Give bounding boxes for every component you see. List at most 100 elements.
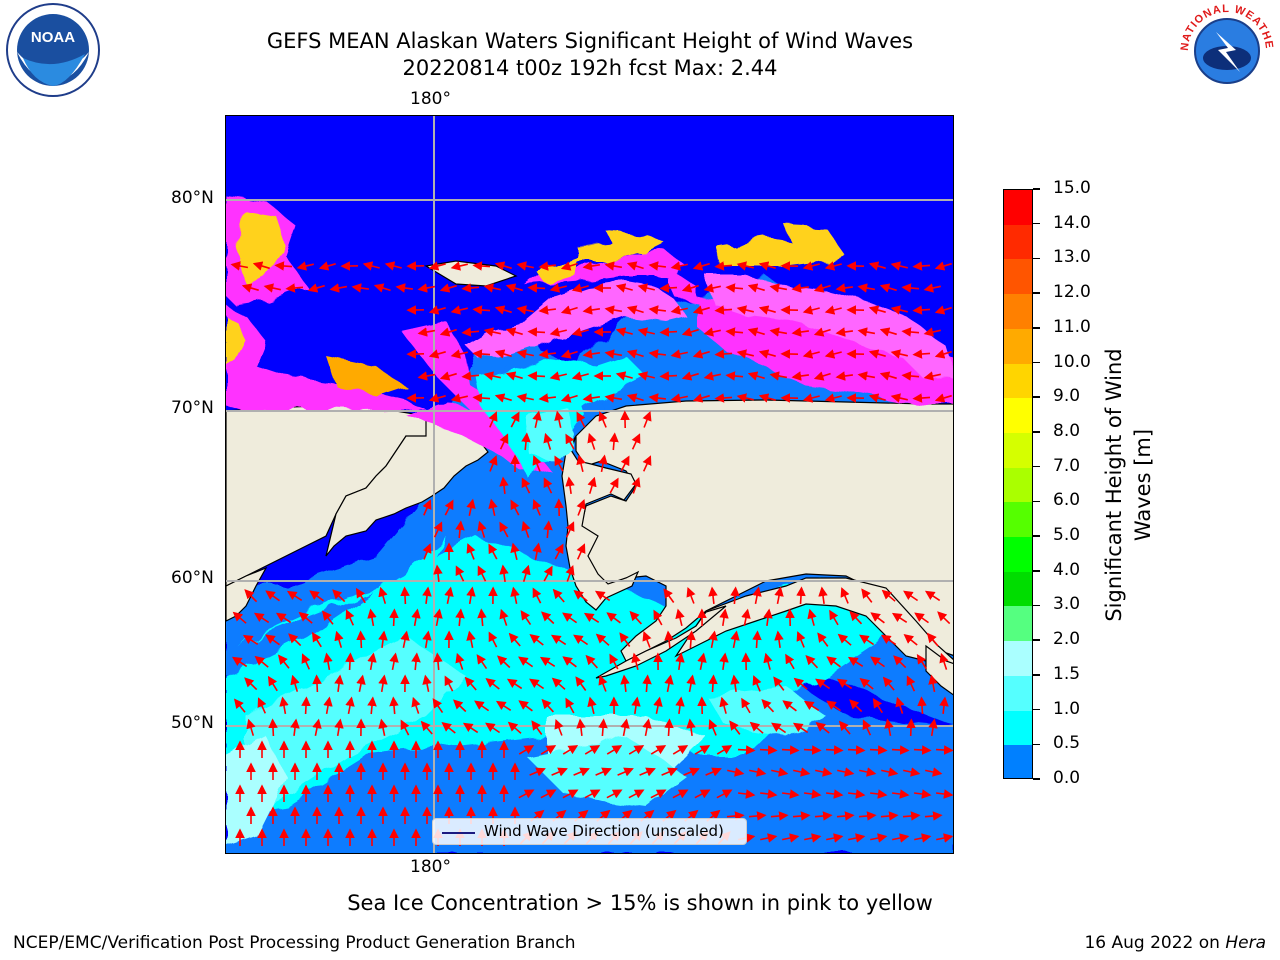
wind-wave-arrow [609,432,619,451]
wind-wave-arrow [642,631,652,648]
colorbar-tick-mark [1033,535,1040,537]
colorbar-tick-label: 1.5 [1053,663,1081,684]
wind-wave-arrow [345,696,355,715]
wind-wave-arrow [935,789,953,799]
wind-wave-arrow [763,652,773,670]
wind-wave-arrow [565,697,575,714]
wind-wave-arrow [450,261,468,271]
wind-wave-arrow [472,349,491,359]
legend-line-sample [442,832,475,834]
wind-wave-arrow [670,261,688,271]
wind-wave-arrow [576,718,586,736]
colorbar-tick-label: 15.0 [1053,178,1091,198]
wind-wave-arrow [609,477,619,494]
colorbar-segment [1004,294,1032,330]
wind-wave-arrow [891,612,908,623]
wind-wave-arrow [769,327,788,337]
wind-wave-arrow [926,632,939,647]
chart-title-line2: 20220814 t00z 192h fcst Max: 2.44 [402,56,778,80]
wind-wave-arrow [538,305,556,315]
colorbar-tick-mark [1033,188,1040,190]
lat-label-80: 80°N [171,188,214,208]
colorbar-tick-label: 13.0 [1053,247,1091,268]
wind-wave-arrow [881,767,899,777]
wind-wave-arrow [441,722,456,734]
colorbar-tick-mark [1033,674,1040,676]
wind-wave-arrow [362,261,380,271]
wind-wave-arrow [422,630,432,649]
wind-wave-arrow [312,718,322,736]
wind-wave-arrow [323,696,333,715]
wind-wave-arrow [758,305,776,315]
wind-wave-arrow [770,811,789,821]
wind-wave-arrow [499,521,509,538]
wind-wave-arrow [773,676,785,691]
wind-wave-arrow [508,632,521,647]
colorbar-label-line1: Significant Height of Wind [1102,348,1126,622]
wind-wave-arrow [642,411,652,428]
wind-wave-arrow [824,305,842,315]
wind-wave-arrow [708,674,718,693]
wind-wave-arrow [857,283,876,293]
wind-wave-arrow [727,767,745,777]
wind-wave-arrow [760,833,778,843]
map-svg [226,116,953,853]
wind-wave-arrow [824,349,842,359]
wind-wave-arrow [729,720,741,735]
wind-wave-arrow [518,745,535,755]
wind-wave-arrow [782,700,797,712]
wind-wave-arrow [576,411,586,428]
wind-wave-arrow [716,789,733,799]
wind-wave-arrow [554,543,564,560]
wind-wave-arrow [582,261,601,271]
colorbar-tick-mark [1033,292,1040,294]
wind-wave-arrow [575,676,587,691]
wind-wave-arrow [279,696,289,715]
wind-wave-arrow [450,393,468,403]
wind-wave-arrow [631,696,641,715]
wind-wave-arrow [726,811,745,821]
wind-wave-arrow [681,327,699,337]
wind-wave-arrow [268,718,278,737]
wind-wave-arrow [829,609,839,626]
wind-wave-arrow [813,327,831,337]
wind-wave-arrow [312,674,322,693]
wind-wave-arrow [934,393,952,403]
wind-wave-arrow [582,305,601,315]
colorbar-tick-mark [1033,604,1040,607]
colorbar-segment [1004,398,1032,434]
wind-wave-arrow [420,720,433,735]
wind-wave-arrow [516,305,534,315]
wind-wave-arrow [803,745,822,755]
wind-wave-arrow [901,371,920,381]
wind-wave-arrow [461,327,480,337]
colorbar-tick-label: 3.0 [1053,594,1081,615]
wind-wave-arrow [648,305,666,315]
wind-wave-arrow [747,371,765,381]
wind-wave-arrow [615,327,633,337]
wind-wave-arrow [719,608,729,627]
colorbar-tick-label: 10.0 [1053,351,1091,372]
wind-wave-arrow [565,433,575,450]
wind-wave-arrow [516,393,534,403]
wind-wave-arrow [626,305,644,315]
wind-wave-arrow [598,718,608,737]
wind-wave-arrow [802,349,820,359]
legend-label: Wind Wave Direction (unscaled) [484,822,724,840]
wind-wave-arrow [543,520,553,539]
wind-wave-arrow [925,767,943,777]
colorbar-segment [1004,467,1032,504]
wind-wave-arrow [619,632,631,647]
wind-wave-arrow [802,261,820,271]
wind-wave-arrow [433,652,443,671]
wind-wave-arrow [356,674,366,692]
wind-wave-arrow [549,327,567,337]
wind-wave-arrow [703,371,721,381]
wind-wave-arrow [782,833,800,843]
wind-wave-arrow [785,653,795,670]
wind-wave-arrow [433,521,443,538]
wind-wave-arrow [848,833,866,843]
wind-wave-arrow [628,789,645,799]
wind-wave-arrow [824,393,842,403]
wind-wave-arrow [253,612,270,624]
